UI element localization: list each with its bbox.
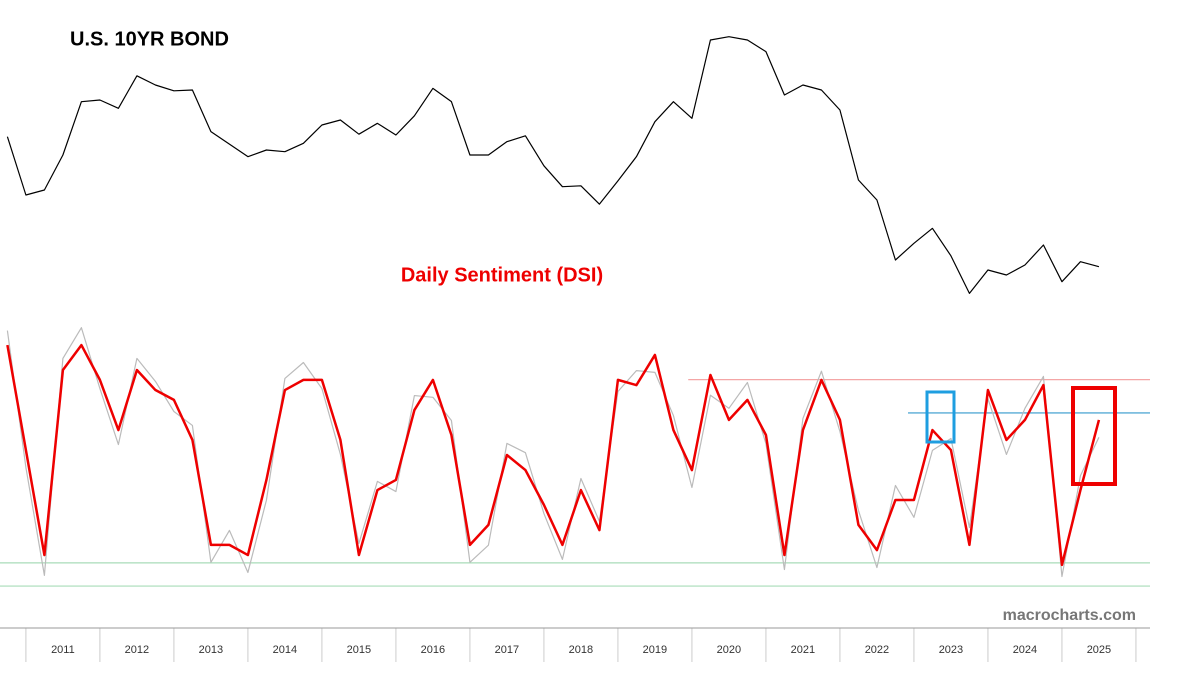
x-tick-label: 2024 [1013,644,1037,656]
highlight-box [925,390,956,444]
x-tick-label: 2022 [865,644,889,656]
bond-title: U.S. 10YR BOND [70,28,229,50]
dsi-title: Daily Sentiment (DSI) [401,264,603,286]
x-tick-label: 2016 [421,644,445,656]
plot: 2011 2012 2013 2014 2015 2016 2017 2018 2019 2020… [0,36,1150,662]
x-tick-label: 2025 [1087,644,1111,656]
data-line [6,36,1100,294]
x-tick-label: 2019 [643,644,667,656]
highlight-box [1071,386,1117,486]
x-tick-label: 2023 [939,644,963,656]
x-tick-label: 2012 [125,644,149,656]
x-tick-label: 2017 [495,644,519,656]
data-line [6,343,1101,567]
x-tick-label: 2020 [717,644,741,656]
x-tick-label: 2018 [569,644,593,656]
x-tick-label: 2011 [51,644,75,656]
x-tick-label: 2015 [347,644,371,656]
x-tick-label: 2021 [791,644,815,656]
watermark: macrocharts.com [1003,607,1136,624]
data-line [6,327,1100,578]
x-tick-label: 2014 [273,644,297,656]
x-tick-label: 2013 [199,644,223,656]
